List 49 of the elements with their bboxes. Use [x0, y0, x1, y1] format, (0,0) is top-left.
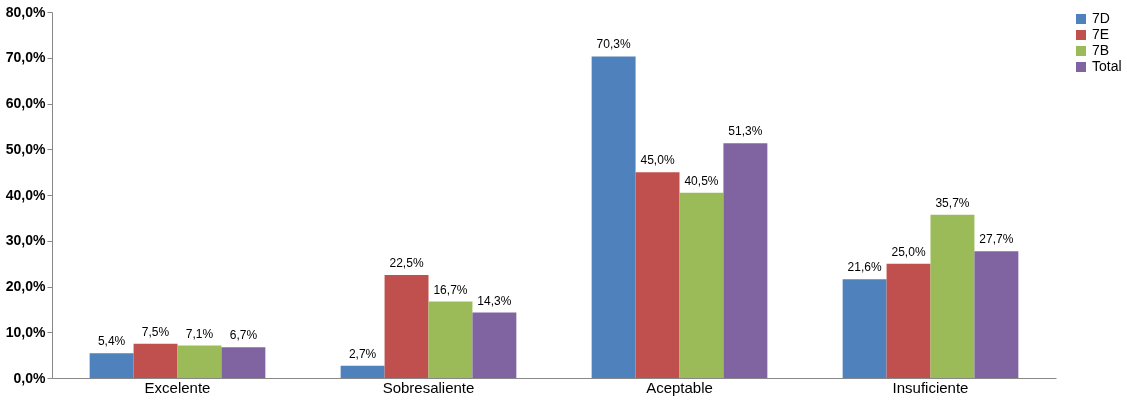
y-tick-label: 50,0%: [5, 140, 47, 157]
data-label: 7,5%: [141, 324, 170, 339]
data-label: 40,5%: [684, 173, 719, 188]
x-tick-label: Sobresaliente: [382, 378, 475, 396]
legend-label: 7E: [1092, 26, 1110, 42]
x-tick-label: Insuficiente: [892, 378, 969, 396]
y-tick-label: 40,0%: [5, 186, 47, 203]
bar: [886, 263, 931, 378]
data-label: 6,7%: [229, 328, 258, 343]
y-tick-label: 0,0%: [13, 369, 47, 386]
bar: [428, 301, 473, 378]
bar: [340, 365, 385, 378]
y-tick-label: 20,0%: [5, 278, 47, 294]
data-label: 27,7%: [979, 232, 1014, 247]
data-label: 70,3%: [596, 37, 631, 52]
data-label: 7,1%: [185, 326, 214, 341]
data-label: 5,4%: [97, 334, 126, 349]
bar: [472, 312, 517, 378]
data-label: 22,5%: [389, 256, 424, 271]
legend-label: 7D: [1092, 10, 1110, 26]
x-tick-label: Excelente: [144, 378, 211, 396]
bar: [221, 347, 266, 378]
y-tick-label: 70,0%: [5, 49, 47, 66]
data-label: 45,0%: [640, 153, 675, 168]
data-label: 21,6%: [847, 260, 882, 275]
bar: [930, 214, 975, 378]
bar: [177, 345, 222, 378]
legend-label: 7B: [1092, 42, 1110, 58]
data-label: 14,3%: [477, 293, 512, 308]
x-tick-label: Aceptable: [646, 378, 713, 396]
y-tick-label: 10,0%: [5, 323, 47, 340]
bar: [842, 279, 887, 378]
y-tick-label: 30,0%: [5, 232, 47, 249]
data-label: 16,7%: [433, 282, 468, 297]
legend-label: Total: [1092, 58, 1122, 74]
data-label: 51,3%: [728, 124, 763, 139]
y-tick-label: 80,0%: [5, 3, 47, 20]
bar: [723, 143, 768, 378]
bar: [384, 275, 429, 378]
data-label: 2,7%: [348, 346, 377, 361]
bar: [89, 353, 134, 378]
bar: [133, 343, 178, 378]
data-label: 25,0%: [891, 244, 926, 259]
y-tick-label: 60,0%: [5, 95, 47, 111]
bar: [974, 251, 1019, 378]
bar: [679, 192, 724, 378]
bar: [635, 172, 680, 378]
data-label: 35,7%: [935, 195, 970, 210]
bar: [591, 56, 636, 378]
